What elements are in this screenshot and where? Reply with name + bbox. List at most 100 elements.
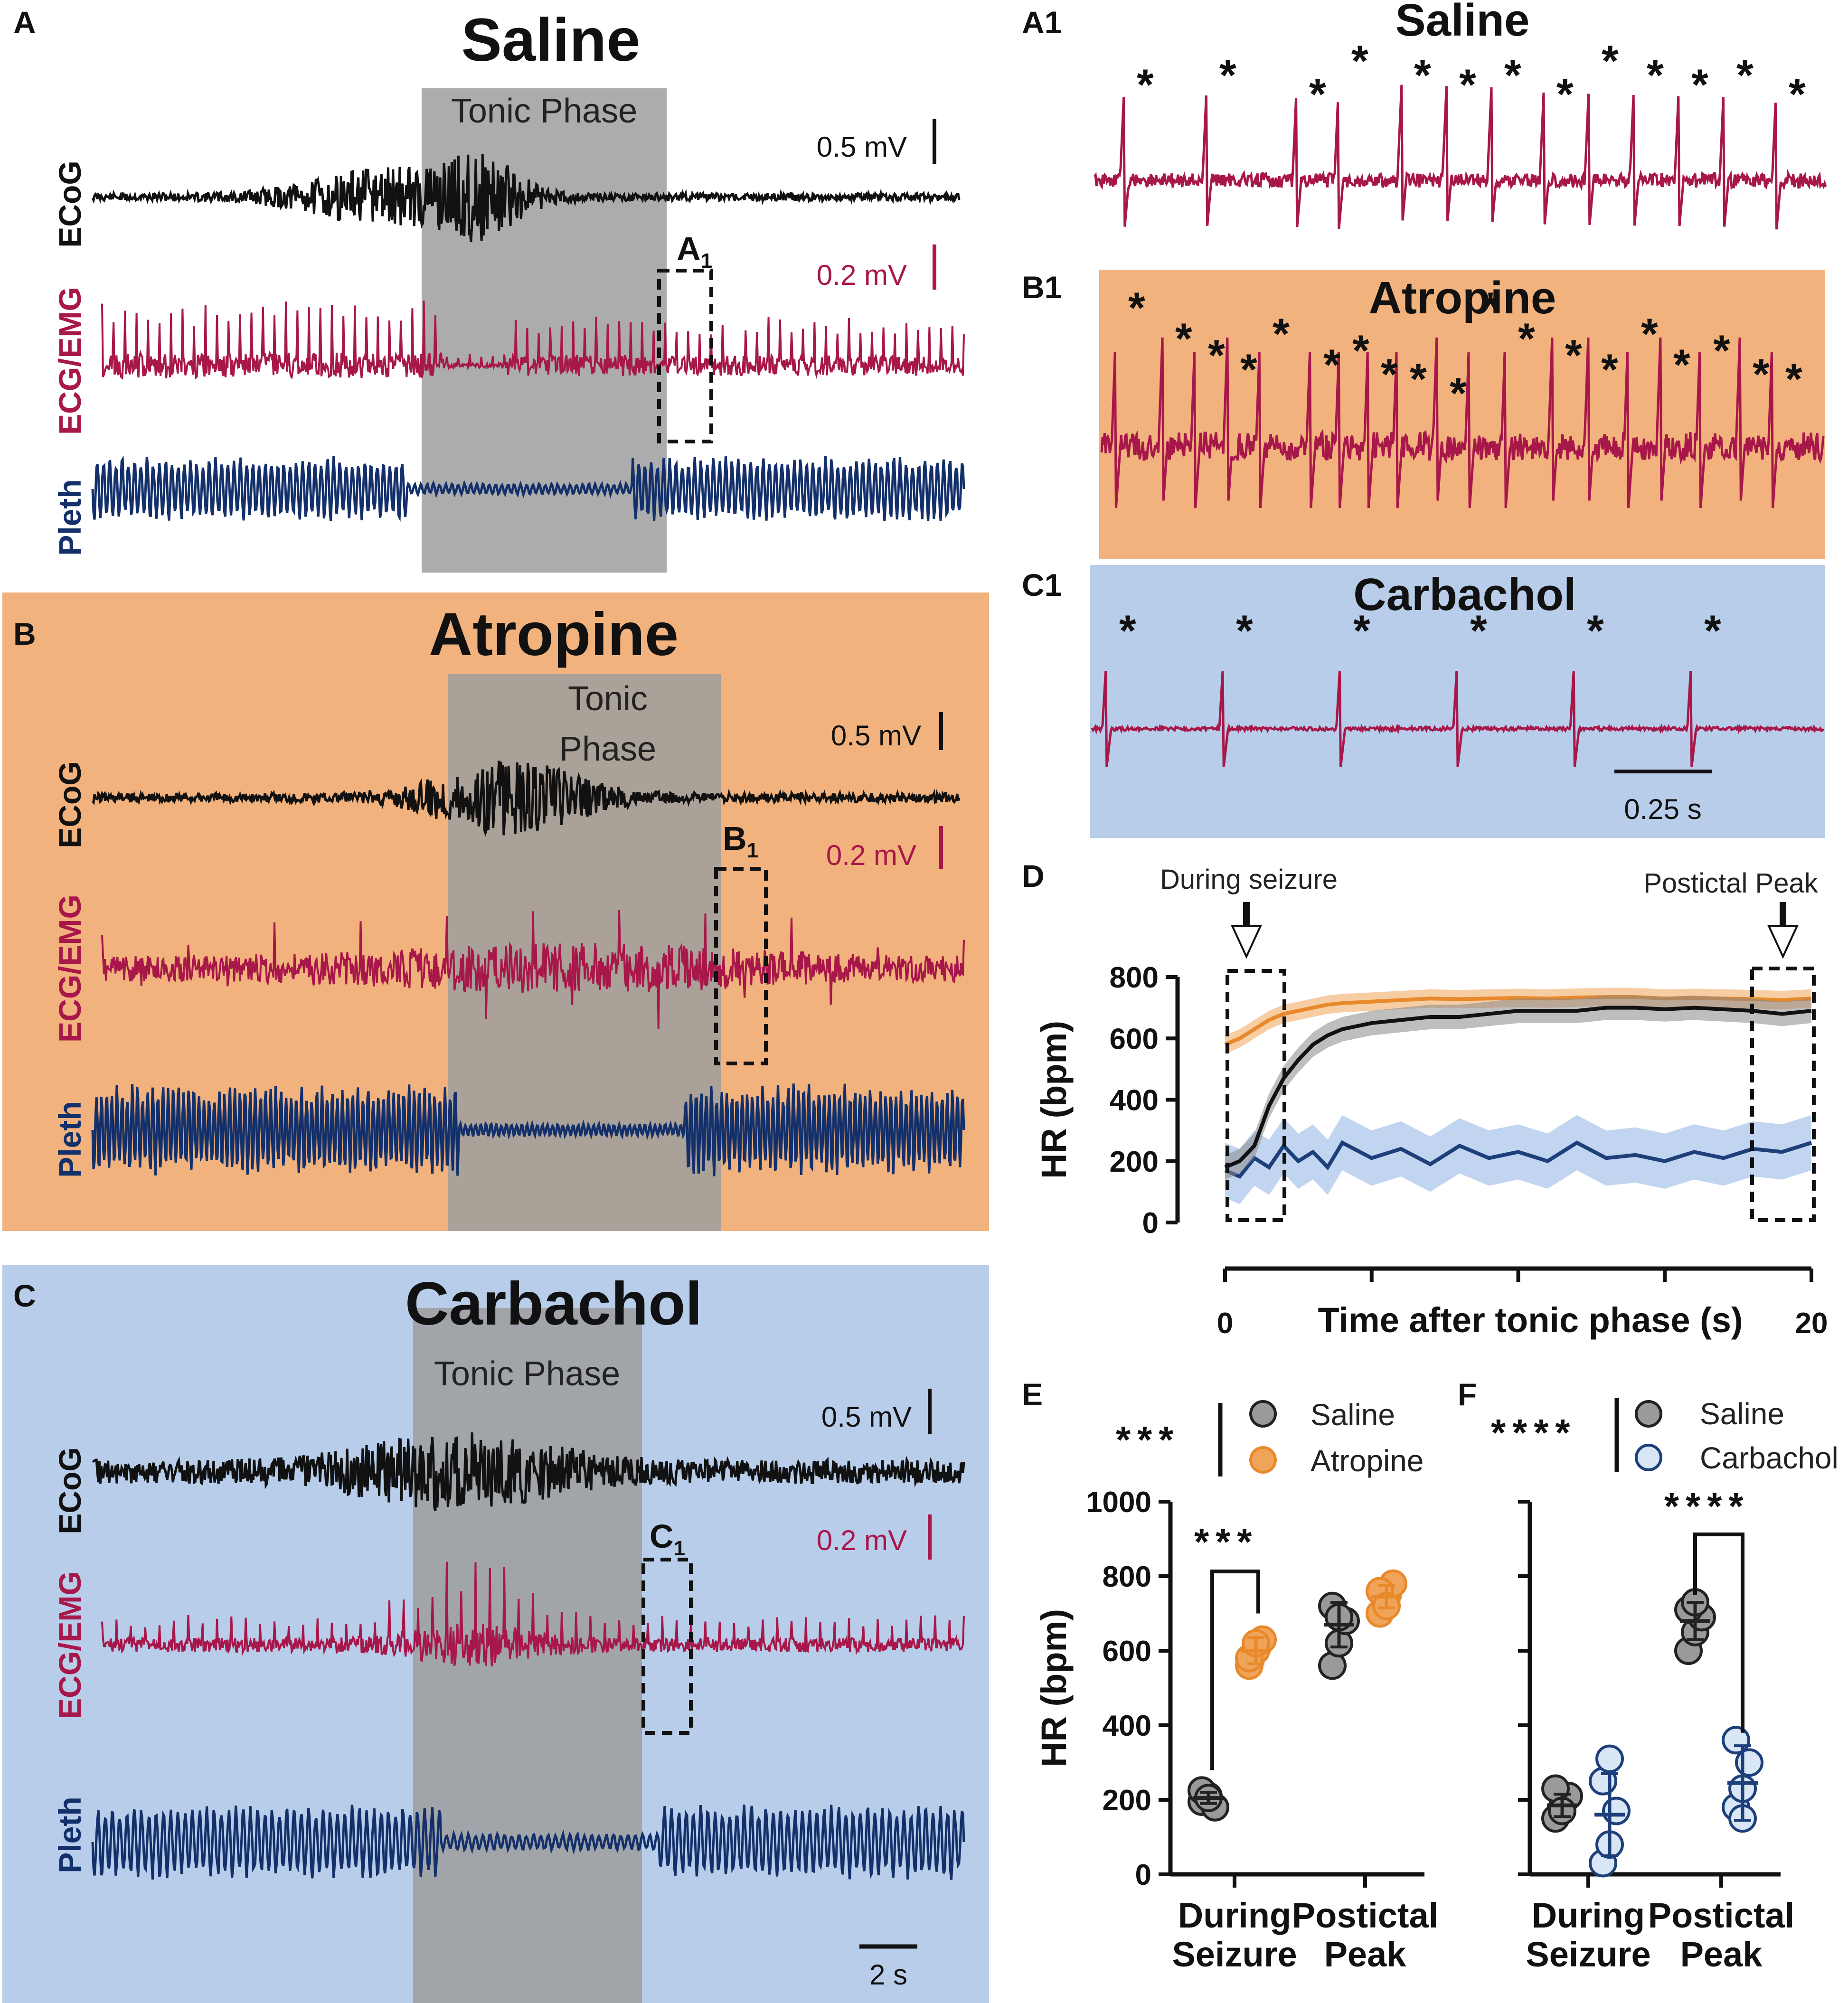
inset-label-c1: C1 [650,1518,685,1560]
beat-marker: * [1691,61,1708,109]
inset-box-c1 [641,1558,693,1735]
panel-label-a: A [13,5,36,40]
panel-a1: A1 Saline * * * * * * * * * * * * * [1022,0,1827,230]
panel-label-b: B [13,616,36,651]
channel-label-pleth-a: Pleth [52,479,87,555]
e-plot-category-label: Postictal [1292,1896,1438,1935]
ecog-trace-atropine [91,761,961,837]
arrow-postictal-peak [1767,902,1799,959]
d-y-tick-label: 0 [1142,1207,1159,1240]
channel-label-ecog-b: ECoG [52,761,87,848]
beat-marker: * [1273,310,1290,358]
beat-marker: * [1450,369,1467,418]
panel-c1: C1 Carbachol * * * * * * 0.25 s [1022,565,1825,838]
d-band-carbachol [1225,1115,1811,1204]
beat-marker: * [1352,327,1369,375]
e-plot-significance-bracket [1210,1570,1260,1770]
panel-c: C Tonic Phase Carbachol ECoG ECG/EMG Ple… [2,1265,989,2003]
scale-ecog-b: 0.5 mV [831,720,921,752]
panel-label-c1: C1 [1022,567,1062,602]
channel-label-ecg-c: ECG/EMG [52,1571,87,1719]
beat-marker: * [1175,315,1192,363]
legend-atropine-e: Atropine [1311,1444,1424,1478]
legend-carbachol-f: Carbachol [1700,1441,1839,1475]
d-y-tick-label: 400 [1110,1084,1159,1117]
e-plot-y-tick-label: 800 [1103,1561,1151,1593]
d-y-tick-label: 600 [1110,1023,1159,1055]
legend-marker-atropine-e [1249,1446,1277,1474]
panel-label-c: C [13,1278,36,1313]
e-plot-category-label: Seizure [1172,1935,1297,1974]
arrow-during-seizure [1230,902,1263,959]
f-plot-category-label: Seizure [1526,1935,1650,1974]
ecg-emg-trace-carbachol [101,1561,965,1667]
beat-marker: * [1673,341,1690,389]
beat-marker: * [1219,51,1236,100]
beat-marker: * [1518,315,1535,363]
panel-e: E *** Saline Atropine *** 0 200 400 600 800 1… [1022,1377,1438,1974]
legend-marker-saline-e [1249,1400,1277,1428]
condition-title-atropine: Atropine [429,601,679,668]
beat-marker: * [1504,51,1521,100]
e-plot-y-tick-label: 400 [1103,1710,1151,1742]
beat-marker: * [1309,70,1326,119]
inset-box-b1 [714,867,768,1065]
beat-marker: * [1470,607,1487,655]
channel-label-ecg-a: ECG/EMG [52,287,87,435]
f-plot-point-carbachol [1722,1726,1750,1755]
panel-b: B Tonic Phase Atropine ECoG ECG/EMG Plet… [2,592,989,1231]
condition-title-b1: Atropine [1369,273,1556,323]
panel-a: A Tonic Phase Saline ECoG ECG/EMG Pleth … [13,5,965,573]
beat-marker: * [1647,51,1664,100]
beat-marker: * [1785,355,1802,404]
legend-marker-carbachol-f [1635,1444,1662,1471]
tonic-phase-label-b1: Tonic [568,680,648,718]
ecg-emg-trace-saline [101,301,965,380]
beat-marker: * [1414,51,1431,100]
d-line-saline [1224,1006,1812,1169]
beat-marker: * [1240,346,1257,394]
d-y-axis-title: HR (bpm) [1034,1021,1074,1179]
scale-ecg-a: 0.2 mV [817,259,907,291]
significance-pair-f: **** [1664,1485,1750,1527]
e-plot-category-label: During [1178,1896,1291,1935]
panel-label-a1: A1 [1022,5,1062,40]
d-x-axis-title: Time after tonic phase (s) [1318,1300,1743,1340]
d-x-tick-label: 0 [1217,1307,1233,1340]
beat-marker: * [1381,350,1398,399]
time-scale-label-c: 2 s [869,1959,907,1991]
beat-marker: * [1556,70,1574,119]
beat-marker: * [1137,61,1154,109]
scale-ecg-c: 0.2 mV [817,1524,907,1556]
window-box-postictal-peak [1750,967,1816,1222]
beat-marker: * [1459,61,1476,109]
inset-label-a1: A1 [677,230,712,273]
annotation-during-seizure: During seizure [1160,864,1338,895]
significance-legend-f: **** [1491,1411,1577,1454]
panel-label-d: D [1022,858,1045,893]
e-plot-y-tick-label: 600 [1103,1635,1151,1668]
beat-marker: * [1410,355,1427,404]
d-x-tick-label: 20 [1795,1307,1828,1340]
channel-label-ecog-a: ECoG [52,160,87,247]
condition-title-a1: Saline [1395,0,1530,46]
condition-title-saline: Saline [461,6,640,74]
beat-marker: * [1236,607,1253,655]
e-plot-y-tick-label: 1000 [1086,1486,1151,1519]
beat-marker: * [1119,607,1136,655]
channel-label-ecg-b: ECG/EMG [52,894,87,1043]
ecg-emg-trace-atropine [101,910,965,1029]
panel-label-b1: B1 [1022,270,1062,305]
f-plot-point-carbachol [1602,1796,1631,1825]
beat-markers-b1: ** * *** * * * *** * *** * * * [1128,284,1802,418]
atropine-inset-background [1099,270,1825,559]
panel-d: D During seizure Postictal Peak 02004006… [1022,858,1828,1340]
beat-marker: * [1641,310,1658,358]
f-plot-category-label: During [1532,1896,1645,1935]
tonic-phase-label-a: Tonic Phase [451,92,637,130]
panel-label-e: E [1022,1377,1043,1412]
e-plot-y-axis-title: HR (bpm) [1034,1609,1074,1767]
beat-marker: * [1736,51,1754,100]
pleth-trace-carbachol [91,1805,965,1880]
time-scale-label-c1: 0.25 s [1624,793,1701,825]
